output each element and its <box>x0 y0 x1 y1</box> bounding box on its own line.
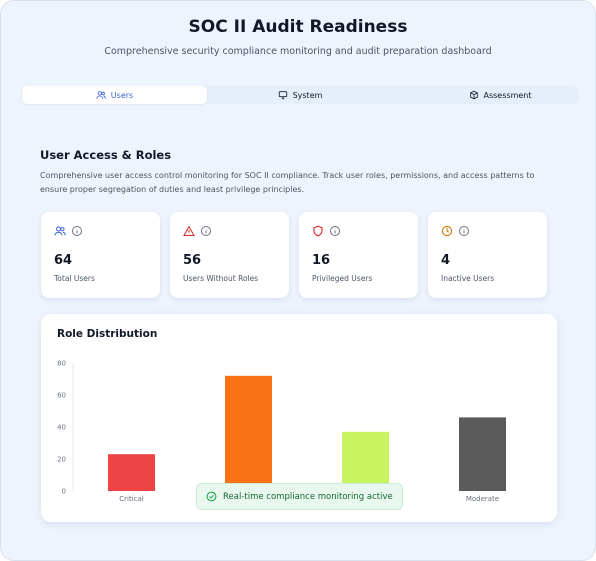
info-icon[interactable] <box>458 225 470 237</box>
toast-text: Real-time compliance monitoring active <box>223 491 393 502</box>
tab-assessment[interactable]: Assessment <box>421 86 579 104</box>
bar[interactable] <box>108 454 155 491</box>
tab-system[interactable]: System <box>207 86 393 104</box>
chart-title: Role Distribution <box>57 328 158 340</box>
info-icon[interactable] <box>200 225 212 237</box>
x-tick-label: Moderate <box>466 495 499 503</box>
stat-card-users-without-roles: 56 Users Without Roles <box>170 212 289 298</box>
role-distribution-chart: 0 20 40 60 80 Critical Moderate <box>57 360 506 503</box>
y-tick-label: 0 <box>62 488 66 496</box>
monitoring-status-toast: Real-time compliance monitoring active <box>196 483 403 510</box>
y-tick-label: 40 <box>57 424 66 432</box>
bar[interactable] <box>459 417 506 491</box>
warning-icon <box>183 225 195 236</box>
stat-value: 64 <box>54 253 73 268</box>
stat-label: Privileged Users <box>312 274 373 283</box>
tab-bar: Users System Assessment <box>21 86 579 104</box>
stat-card-privileged-users: 16 Privileged Users <box>299 212 418 298</box>
stat-value: 56 <box>183 253 202 268</box>
y-tick-label: 80 <box>57 360 66 368</box>
cube-icon <box>469 90 478 100</box>
info-icon[interactable] <box>71 225 83 237</box>
check-circle-icon <box>206 491 217 502</box>
stat-card-total-users: 64 Total Users <box>41 212 160 298</box>
section-title: User Access & Roles <box>40 148 172 162</box>
y-tick-label: 20 <box>57 456 66 464</box>
stat-label: Total Users <box>54 274 95 283</box>
info-icon[interactable] <box>329 225 341 237</box>
stat-label: Inactive Users <box>441 274 495 283</box>
tab-assessment-label: Assessment <box>483 90 532 100</box>
stat-card-inactive-users: 4 Inactive Users <box>428 212 547 298</box>
y-tick-label: 60 <box>57 392 66 400</box>
tab-users-label: Users <box>110 90 134 100</box>
users-icon <box>96 91 106 99</box>
users-icon <box>54 226 66 236</box>
shield-icon <box>313 225 323 237</box>
bar[interactable] <box>342 431 389 491</box>
clock-icon <box>441 225 453 237</box>
section-description: Comprehensive user access control monito… <box>40 171 535 194</box>
x-tick-label: Critical <box>119 495 144 503</box>
page-title: SOC II Audit Readiness <box>188 17 408 37</box>
monitor-icon <box>278 91 287 100</box>
stat-label: Users Without Roles <box>183 274 259 283</box>
stat-value: 4 <box>441 253 451 268</box>
stat-value: 16 <box>312 253 331 268</box>
page-subtitle: Comprehensive security compliance monito… <box>104 46 492 57</box>
bar[interactable] <box>225 375 272 491</box>
tab-system-label: System <box>292 90 323 100</box>
tab-users[interactable]: Users <box>22 86 207 104</box>
